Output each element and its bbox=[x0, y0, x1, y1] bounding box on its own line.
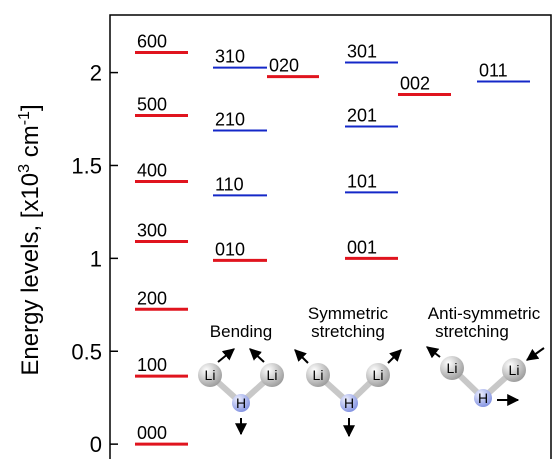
level-label: 200 bbox=[137, 288, 167, 308]
level-label: 000 bbox=[137, 423, 167, 443]
atom bbox=[198, 363, 222, 387]
level-label: 100 bbox=[137, 355, 167, 375]
level-label: 400 bbox=[137, 160, 167, 180]
atom bbox=[232, 394, 250, 412]
plot-frame bbox=[109, 14, 552, 459]
level-label: 101 bbox=[347, 171, 377, 191]
level-label: 110 bbox=[215, 174, 244, 194]
motion-arrow bbox=[217, 348, 235, 363]
level-label: 301 bbox=[347, 42, 377, 62]
atom-label: H bbox=[344, 395, 354, 411]
atom bbox=[340, 394, 358, 412]
atom-label: Li bbox=[509, 362, 520, 378]
atom bbox=[366, 363, 390, 387]
level-label: 201 bbox=[347, 105, 377, 125]
motion-arrow bbox=[526, 347, 545, 361]
y-tick-label: 0.5 bbox=[71, 339, 102, 364]
y-label-sup: 3 bbox=[16, 164, 33, 173]
mode-title: Anti-symmetric bbox=[428, 304, 541, 323]
y-axis-label: Energy levels, [x103 cm-1] bbox=[16, 104, 44, 375]
level-label: 210 bbox=[215, 110, 245, 130]
level-label: 020 bbox=[269, 56, 299, 76]
atom-label: Li bbox=[313, 367, 324, 383]
level-label: 500 bbox=[137, 95, 167, 115]
atom-label: H bbox=[236, 395, 246, 411]
level-label: 002 bbox=[400, 74, 430, 94]
y-tick-label: 0 bbox=[90, 432, 102, 457]
motion-arrow bbox=[294, 349, 309, 364]
level-label: 600 bbox=[137, 32, 167, 52]
atom-label: Li bbox=[267, 367, 278, 383]
level-label: 010 bbox=[215, 239, 245, 259]
y-label-part: cm bbox=[17, 125, 44, 164]
atom-label: Li bbox=[373, 367, 384, 383]
atom-label: H bbox=[478, 390, 488, 406]
motion-arrow bbox=[249, 348, 265, 363]
atom bbox=[502, 358, 526, 382]
atom-label: Li bbox=[205, 367, 216, 383]
y-label-sup: -1 bbox=[16, 111, 33, 125]
y-label-part: ] bbox=[17, 104, 44, 111]
mode-title: stretching bbox=[435, 322, 509, 341]
level-label: 310 bbox=[215, 47, 245, 67]
level-label: 300 bbox=[137, 220, 167, 240]
y-tick-label: 2 bbox=[90, 61, 102, 86]
motion-arrow bbox=[426, 346, 441, 359]
y-label-part: Energy levels, [x10 bbox=[17, 173, 44, 376]
mode-title: stretching bbox=[311, 322, 385, 341]
y-tick-label: 1 bbox=[90, 246, 102, 271]
level-label: 001 bbox=[347, 237, 377, 257]
atom-label: Li bbox=[447, 360, 458, 376]
mode-title: Symmetric bbox=[308, 304, 389, 323]
mode-title: Bending bbox=[210, 322, 272, 341]
atom bbox=[306, 363, 330, 387]
y-tick-label: 1.5 bbox=[71, 153, 102, 178]
atom bbox=[440, 356, 464, 380]
atom bbox=[474, 389, 492, 407]
atom bbox=[260, 363, 284, 387]
level-label: 011 bbox=[479, 61, 508, 81]
motion-arrow bbox=[387, 349, 402, 364]
